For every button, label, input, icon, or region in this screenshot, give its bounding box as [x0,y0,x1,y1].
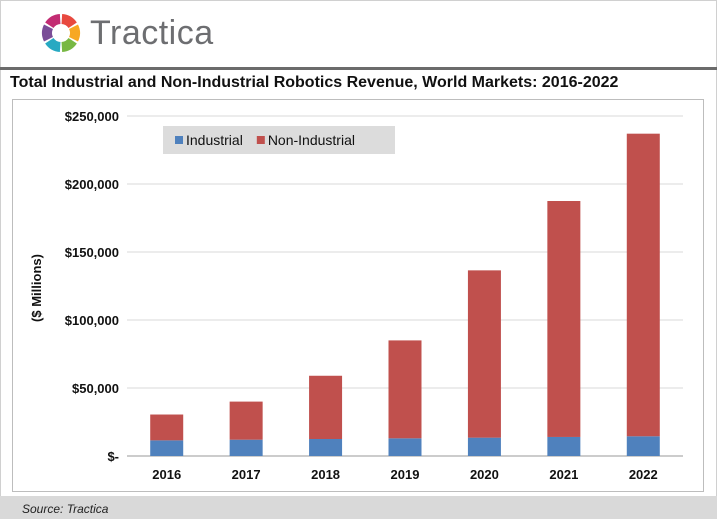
x-tick-label: 2017 [232,467,261,482]
bar-industrial-2018 [309,439,343,456]
bar-non-industrial-2019 [388,340,422,439]
x-tick-label: 2018 [311,467,340,482]
bar-non-industrial-2021 [547,201,581,437]
y-tick-label: $100,000 [65,313,119,328]
x-tick-label: 2016 [152,467,181,482]
x-tick-label: 2020 [470,467,499,482]
y-tick-label: $50,000 [72,381,119,396]
y-tick-label: $200,000 [65,177,119,192]
bar-non-industrial-2016 [150,414,184,441]
tractica-logo: Tractica [40,11,214,55]
y-tick-label: $250,000 [65,109,119,124]
logo-segment [61,37,77,52]
legend-swatch [256,136,265,144]
bar-industrial-2017 [229,439,263,456]
x-tick-label: 2019 [391,467,420,482]
bar-industrial-2019 [388,438,422,456]
logo-segment [42,24,53,42]
logo-segment [69,24,80,42]
header-divider [0,67,717,70]
footer-bar [0,496,717,519]
legend-background [163,126,395,154]
legend-label: Industrial [186,132,243,148]
bar-chart: $- $50,000 $100,000 $150,000 $200,000 $250,00… [29,109,683,482]
y-tick-label: $150,000 [65,245,119,260]
legend-label: Non-Industrial [268,132,355,148]
y-tick-label: $- [107,449,119,464]
source-note: Source: Tractica [22,502,109,516]
x-tick-label: 2022 [629,467,658,482]
legend: Industrial Non-Industrial [163,126,395,154]
y-axis-label: ($ Millions) [29,254,44,322]
logo-segment [45,37,61,52]
x-tick-label: 2021 [549,467,578,482]
chart-title: Total Industrial and Non-Industrial Robo… [10,74,619,91]
bar-industrial-2016 [150,440,184,456]
chart-area: $- $50,000 $100,000 $150,000 $200,000 $250,00… [12,99,704,492]
bar-industrial-2022 [626,436,660,456]
bar-non-industrial-2022 [626,133,660,437]
logo-segment [61,14,77,29]
bar-non-industrial-2018 [309,375,343,439]
legend-swatch [175,136,183,144]
bar-industrial-2020 [467,437,501,456]
tractica-logo-icon [42,14,80,52]
bar-industrial-2021 [547,436,581,456]
bar-non-industrial-2020 [467,270,501,438]
logo-wordmark: Tractica [90,13,214,52]
logo-segment [45,14,61,29]
bar-non-industrial-2017 [229,401,263,440]
